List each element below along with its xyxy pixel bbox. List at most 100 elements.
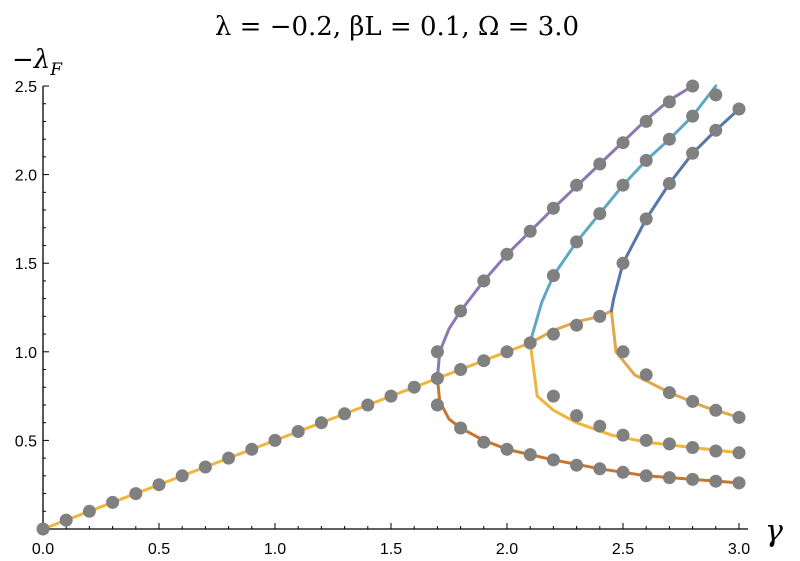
data-point (709, 444, 723, 458)
data-point (523, 336, 537, 350)
data-point (662, 471, 676, 485)
data-point (732, 476, 746, 490)
x-tick-label: 0.0 (32, 541, 54, 558)
y-axis-label-subscript: F (49, 60, 63, 80)
plot-area: 0.0 0.5 1.0 1.5 2.0 2.5 3.0 0.5 1.0 1.5 2.0 2.5 (15, 79, 750, 558)
data-point (129, 487, 143, 501)
data-point (709, 88, 723, 102)
curve-1 (528, 341, 741, 455)
data-point (686, 146, 700, 160)
data-point (152, 478, 166, 492)
data-point (477, 435, 491, 449)
data-point (454, 363, 468, 376)
data-point (616, 256, 630, 270)
chart-title: λ = −0.2, βL = 0.1, Ω = 3.0 (215, 12, 579, 42)
data-point (361, 398, 375, 412)
y-tick-label: 1.0 (15, 345, 37, 362)
y-ticks: 0.5 1.0 1.5 2.0 2.5 (15, 79, 49, 512)
x-tick-label: 2.5 (612, 541, 634, 558)
curve-5 (435, 84, 695, 380)
data-point (639, 469, 653, 483)
data-point (732, 102, 746, 116)
data-point (639, 368, 653, 382)
data-point (546, 327, 560, 341)
data-point (570, 409, 584, 423)
curve-4 (435, 376, 741, 485)
curves (41, 84, 741, 531)
data-point (570, 178, 584, 192)
data-point (662, 177, 676, 190)
data-point (616, 345, 630, 359)
data-point (570, 458, 584, 472)
data-point (616, 136, 630, 150)
data-point (477, 354, 491, 368)
data-point (338, 407, 352, 421)
curve-6 (528, 84, 718, 345)
data-point (639, 153, 653, 167)
data-point (570, 235, 584, 249)
data-point (430, 371, 444, 385)
data-point (36, 522, 50, 536)
data-point (709, 474, 723, 488)
data-point (291, 425, 305, 438)
y-tick-label: 2.5 (15, 79, 37, 96)
data-point (686, 109, 700, 123)
data-point (477, 274, 491, 288)
data-point (407, 380, 421, 394)
x-ticks: 0.0 0.5 1.0 1.5 2.0 2.5 3.0 (32, 523, 750, 558)
data-point (616, 428, 630, 442)
data-point (709, 123, 723, 137)
data-point (732, 446, 746, 460)
y-tick-label: 0.5 (15, 433, 37, 450)
data-point (593, 157, 607, 171)
data-point (593, 309, 607, 323)
curve-3 (609, 309, 741, 419)
data-point (662, 132, 676, 146)
data-point (662, 437, 676, 451)
x-tick-label: 1.5 (380, 541, 402, 558)
data-point (82, 504, 96, 518)
x-tick-label: 1.0 (264, 541, 286, 558)
data-point (686, 441, 700, 454)
data-point (314, 416, 328, 430)
data-point (222, 451, 236, 465)
data-point (570, 318, 584, 332)
y-tick-label: 1.5 (15, 256, 37, 273)
data-point (593, 419, 607, 433)
x-tick-label: 0.5 (148, 541, 170, 558)
data-point (639, 433, 653, 447)
data-point (268, 433, 282, 447)
y-axis-label: −λF (12, 45, 63, 80)
data-point (593, 207, 607, 221)
data-point (616, 178, 630, 192)
data-point (500, 247, 514, 261)
data-point (546, 389, 560, 403)
data-point (454, 304, 468, 318)
data-point (546, 453, 560, 467)
data-point (662, 95, 676, 109)
data-point (732, 410, 746, 424)
data-point (616, 465, 630, 479)
data-point (593, 462, 607, 476)
data-point (686, 472, 700, 486)
y-tick-label: 2.0 (15, 168, 37, 185)
data-point (245, 442, 259, 456)
data-point (106, 495, 120, 509)
data-point (546, 201, 560, 215)
data-point (523, 224, 537, 238)
data-point (430, 398, 444, 412)
x-tick-label: 2.0 (496, 541, 518, 558)
data-point (198, 460, 212, 474)
data-point (639, 212, 653, 226)
data-point (686, 79, 700, 93)
x-axis-label: γ (765, 514, 783, 549)
data-point (639, 114, 653, 128)
data-point (430, 345, 444, 359)
x-tick-label: 3.0 (728, 541, 750, 558)
data-point (500, 345, 514, 359)
data-point (546, 269, 560, 283)
data-point (523, 448, 537, 462)
data-point (175, 469, 189, 483)
data-point (662, 386, 676, 400)
